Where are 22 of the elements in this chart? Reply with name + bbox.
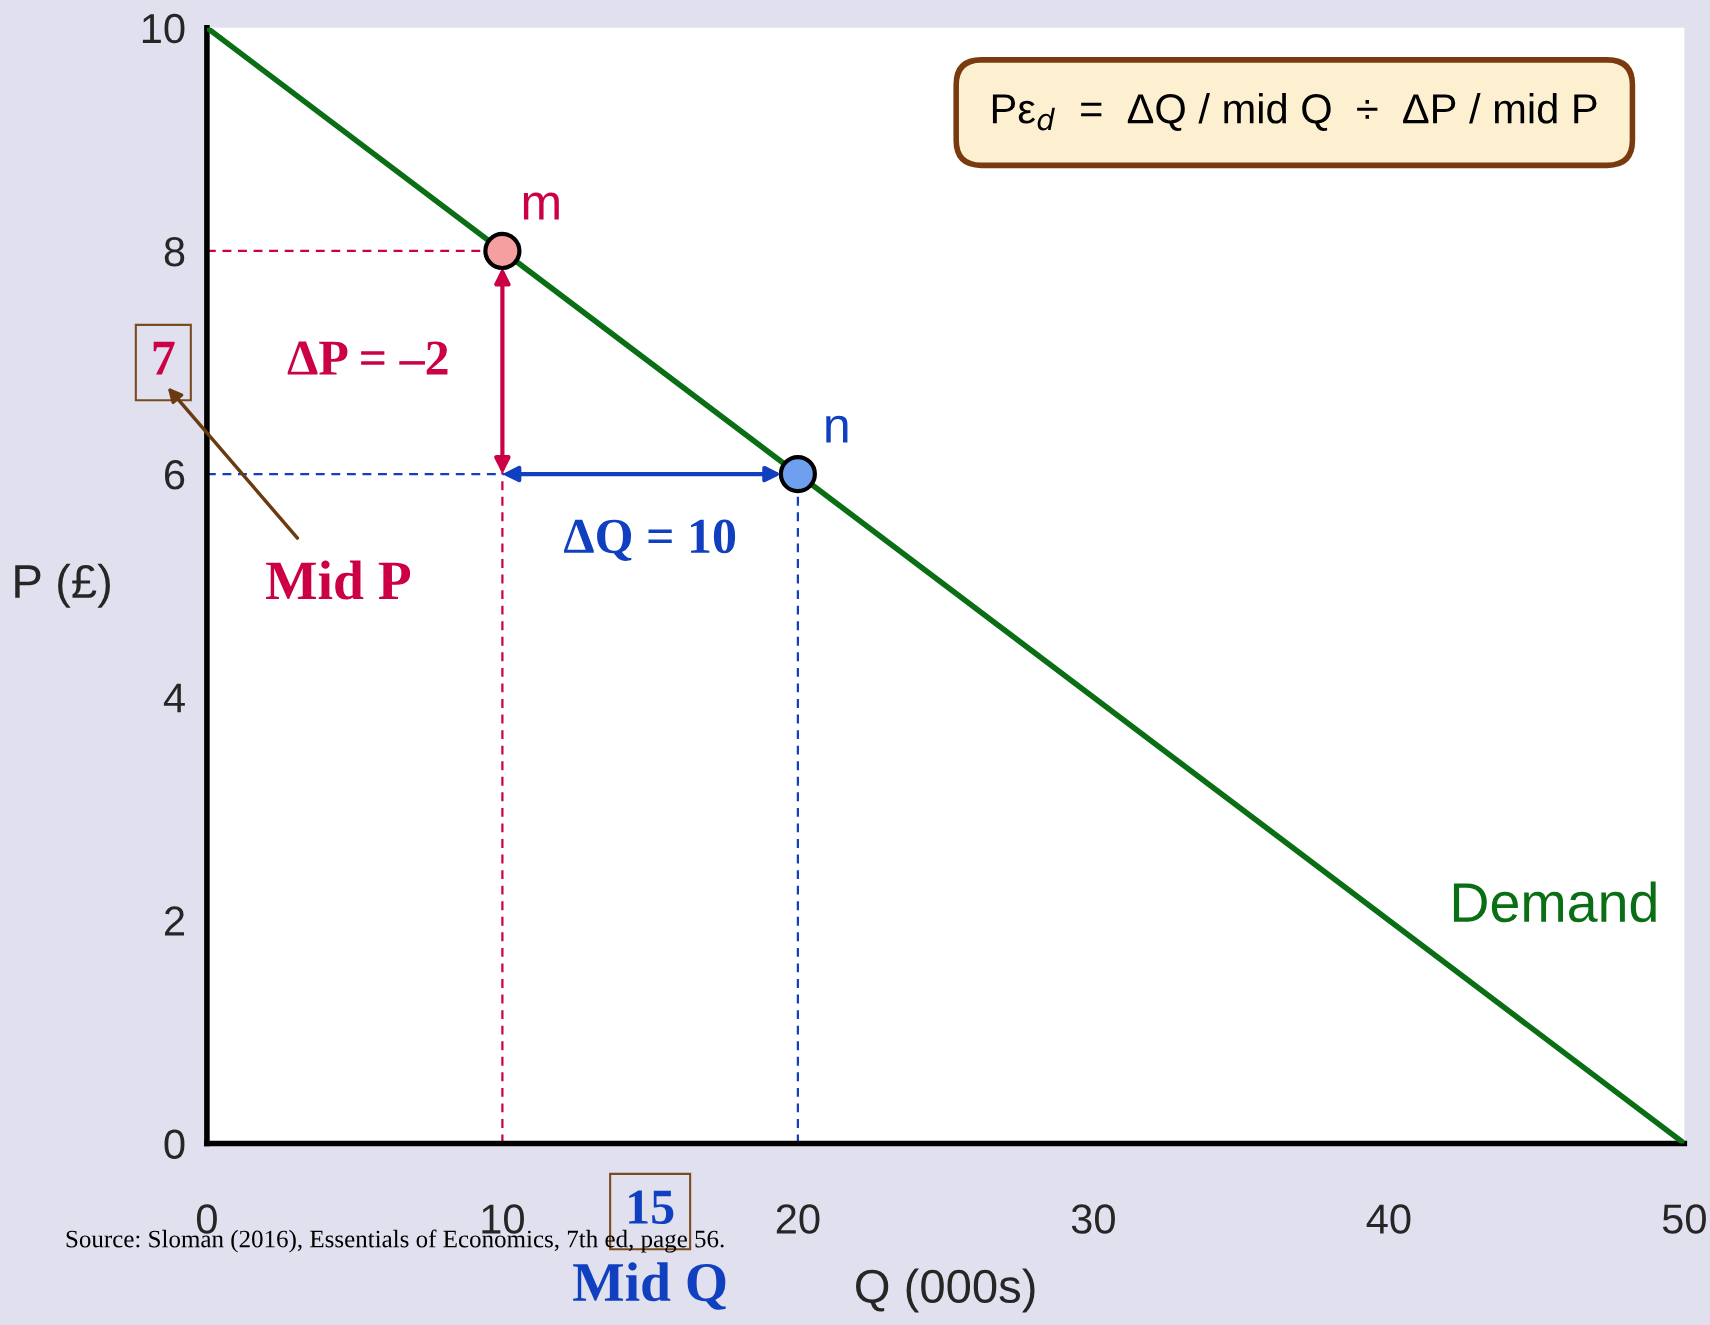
y-tick-label: 2 bbox=[165, 906, 184, 936]
text: Mid Q bbox=[573, 1262, 726, 1310]
y-tick-label: 6 bbox=[165, 460, 185, 490]
x-tick-label: 50 bbox=[1662, 1204, 1706, 1234]
annotation: ΔQ = 10 bbox=[563, 519, 736, 561]
series-label: Demand bbox=[1453, 881, 1656, 923]
x-axis-title: Q (000s) bbox=[856, 1268, 1035, 1313]
annotation: Mid P bbox=[266, 560, 411, 600]
y-tick-label: 8 bbox=[164, 236, 185, 267]
series-label: m bbox=[523, 192, 559, 220]
y-axis-title: P (£) bbox=[15, 563, 110, 608]
text: 7 bbox=[153, 341, 175, 375]
y-tick-label: 10 bbox=[142, 13, 185, 44]
y-tick-label: 0 bbox=[164, 1129, 185, 1159]
x-tick-label: 30 bbox=[1071, 1204, 1115, 1234]
series-label: n bbox=[826, 415, 848, 443]
annotation: ΔP = –2 bbox=[287, 341, 448, 375]
x-tick-label: 20 bbox=[776, 1204, 820, 1234]
x-tick-label: 40 bbox=[1366, 1204, 1411, 1234]
annotation: Pε$_{d}$ = ΔQ / mid Q ÷ ΔP / mid P bbox=[992, 92, 1597, 132]
y-tick-label: 4 bbox=[163, 683, 185, 713]
text: 15 bbox=[629, 1190, 674, 1225]
